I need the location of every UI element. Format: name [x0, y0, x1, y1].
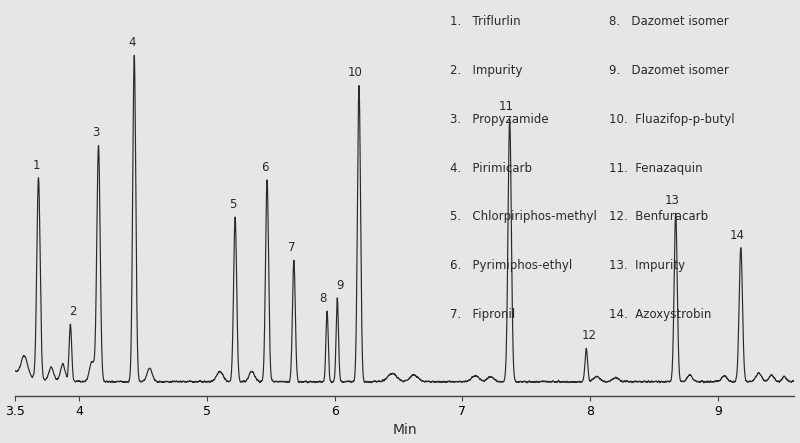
Text: 9: 9 [336, 279, 343, 292]
Text: 7: 7 [287, 241, 295, 254]
Text: 4.   Pirimicarb: 4. Pirimicarb [450, 162, 532, 175]
Text: 7.   Fipronil: 7. Fipronil [450, 308, 515, 321]
Text: 6: 6 [261, 161, 268, 174]
Text: 3: 3 [92, 127, 100, 140]
X-axis label: Min: Min [393, 424, 418, 437]
Text: 2.   Impurity: 2. Impurity [450, 64, 522, 77]
Text: 8: 8 [319, 292, 327, 305]
Text: 11.  Fenazaquin: 11. Fenazaquin [609, 162, 702, 175]
Text: 14: 14 [730, 229, 745, 241]
Text: 4: 4 [128, 36, 135, 49]
Text: 14.  Azoxystrobin: 14. Azoxystrobin [609, 308, 711, 321]
Text: 5.   Chlorpiriphos-methyl: 5. Chlorpiriphos-methyl [450, 210, 597, 223]
Text: 3.   Propyzamide: 3. Propyzamide [450, 113, 549, 126]
Text: 5: 5 [229, 198, 236, 211]
Text: 13.  Impurity: 13. Impurity [609, 259, 685, 272]
Text: 12.  Benfuracarb: 12. Benfuracarb [609, 210, 708, 223]
Text: 8.   Dazomet isomer: 8. Dazomet isomer [609, 16, 729, 28]
Text: 12: 12 [582, 329, 596, 342]
Text: 13: 13 [665, 194, 679, 207]
Text: 11: 11 [498, 100, 514, 113]
Text: 6.   Pyrimiphos-ethyl: 6. Pyrimiphos-ethyl [450, 259, 572, 272]
Text: 10.  Fluazifop-p-butyl: 10. Fluazifop-p-butyl [609, 113, 734, 126]
Text: 1.   Triflurlin: 1. Triflurlin [450, 16, 521, 28]
Text: 2: 2 [70, 305, 77, 318]
Text: 10: 10 [348, 66, 362, 79]
Text: 1: 1 [32, 159, 40, 171]
Text: 9.   Dazomet isomer: 9. Dazomet isomer [609, 64, 729, 77]
